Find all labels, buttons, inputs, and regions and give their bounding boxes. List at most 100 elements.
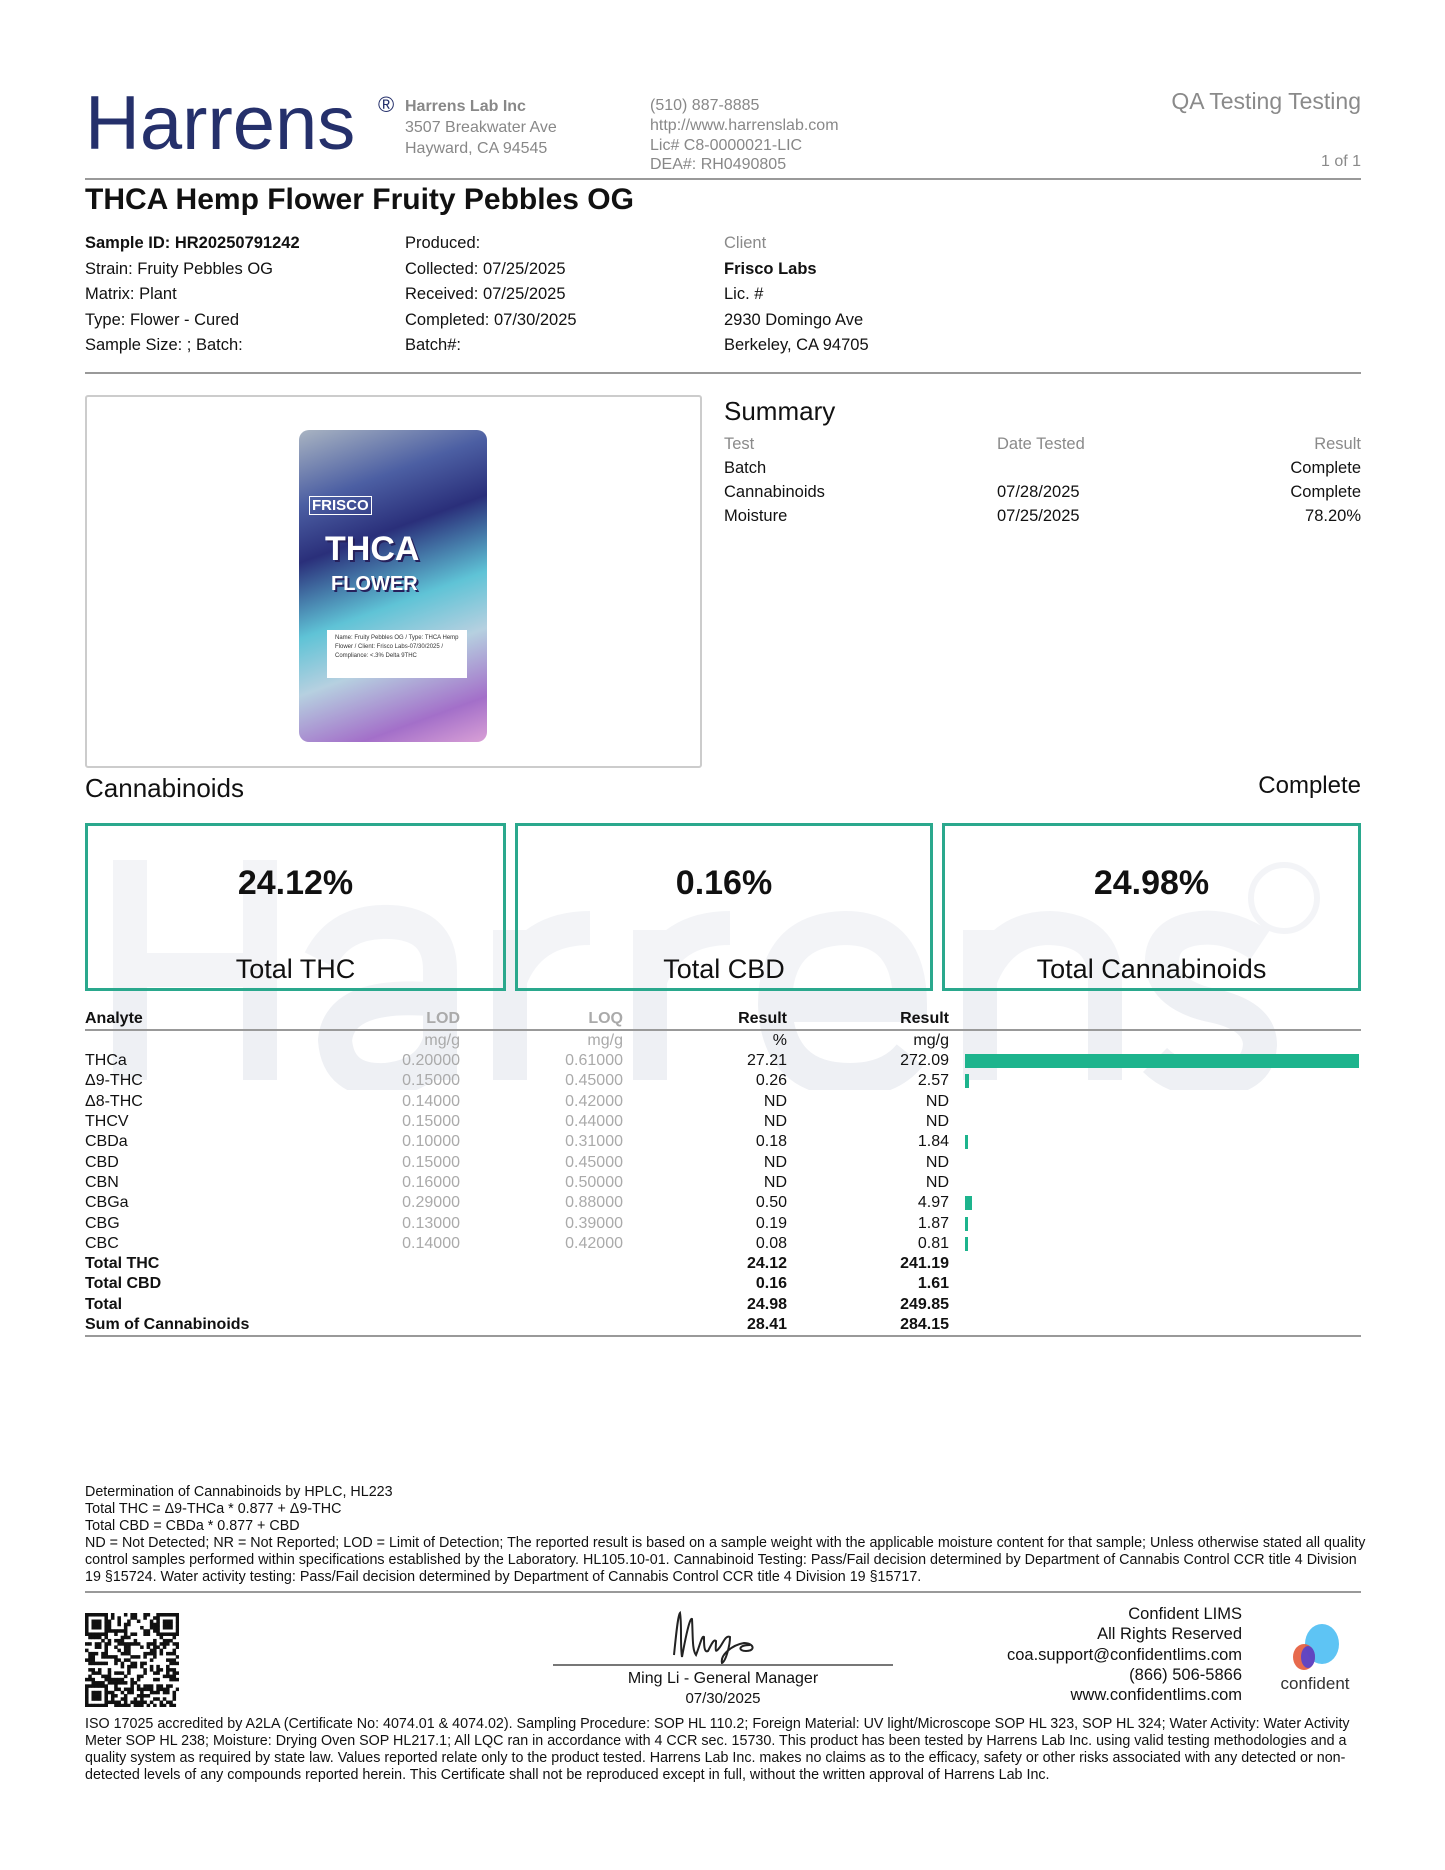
lod: 0.15000 [402,1153,460,1171]
lims-website[interactable]: www.confidentlims.com [1070,1686,1242,1705]
loq: 0.61000 [565,1052,623,1070]
loq: 0.42000 [565,1234,623,1252]
lod: 0.20000 [402,1052,460,1070]
lab-website[interactable]: http://www.harrenslab.com [650,117,839,134]
unit-lod: mg/g [424,1032,460,1049]
lab-dea: DEA#: RH0490805 [650,156,787,173]
summary-result: Complete [1290,483,1361,501]
bar-cell [949,1112,1361,1132]
bar-cell [949,1193,1361,1213]
client-address2: Berkeley, CA 94705 [724,336,869,354]
summary-title: Summary [724,396,836,426]
bar-cell [949,1092,1361,1112]
analyte: CBN [85,1173,119,1191]
lod: 0.13000 [402,1214,460,1232]
loq [460,1295,623,1315]
sample-info: Sample ID: HR20250791242 Strain: Fruity … [85,231,300,359]
card-label: Total CBD [663,954,785,984]
table-row: THCV 0.15000 0.44000 ND ND [85,1112,1361,1132]
bag-title: THCA [325,530,420,568]
table-row: Δ8-THC 0.14000 0.42000 ND ND [85,1092,1361,1112]
analyte: CBC [85,1234,119,1252]
accreditation-text: ISO 17025 accredited by A2LA (Certificat… [85,1716,1350,1783]
lod: 0.29000 [402,1194,460,1212]
bar-cell [949,1213,1361,1233]
lod: 0.14000 [402,1092,460,1110]
lims-email[interactable]: coa.support@confidentlims.com [1006,1645,1242,1664]
loq: 0.88000 [565,1194,623,1212]
result-mgg: ND [925,1173,949,1191]
summary-result: 78.20% [1305,507,1361,525]
summary-date: 07/25/2025 [997,507,1080,525]
total-thc-card: 24.12% Total THC [85,823,506,991]
analyte: Total THC [85,1255,160,1273]
note: ND = Not Detected; NR = Not Reported; LO… [85,1535,1366,1585]
result-mgg: ND [925,1092,949,1110]
bag-label: Name: Fruity Pebbles OG / Type: THCA Hem… [327,630,467,678]
lab-address1: 3507 Breakwater Ave [405,119,557,136]
client-address1: 2930 Domingo Ave [724,310,864,329]
analyte: CBD [85,1153,119,1171]
lab-phone: (510) 887-8885 [650,97,760,114]
confident-logo: confident [1275,1620,1355,1700]
lod: 0.14000 [402,1234,460,1252]
lab-name: Harrens Lab Inc [405,98,526,115]
card-label: Total THC [235,954,356,984]
unit-loq: mg/g [587,1032,623,1049]
lod [285,1314,460,1337]
result-pct: 0.19 [755,1214,787,1232]
loq [460,1254,623,1274]
result-pct: ND [763,1153,787,1171]
batch-number: Batch#: [405,336,461,354]
card-value: 24.12% [237,864,354,902]
product-bag-photo: FRISCO THCA FLOWER Name: Fruity Pebbles … [299,430,487,742]
summary-row: Batch Complete [724,456,1361,480]
unit-result-pct: % [772,1032,787,1049]
header-lod: LOD [285,1008,460,1031]
qr-code[interactable] [85,1613,179,1707]
summary-test: Test [724,435,755,453]
client-label: Client [724,234,767,252]
client-name: Frisco Labs [724,259,817,278]
lod [285,1274,460,1294]
result-pct: 28.41 [623,1314,787,1337]
lab-address: Harrens Lab Inc 3507 Breakwater Ave Hayw… [405,96,557,159]
result-mgg: 0.81 [917,1234,949,1252]
summary-result: Result [1314,435,1361,453]
client-info: Client Frisco Labs Lic. # 2930 Domingo A… [724,231,869,359]
header-result-mgg: Result [787,1008,949,1031]
bar-cell [949,1274,1361,1294]
table-header: Analyte LOD LOQ Result Result [85,1008,1361,1031]
page-number: 1 of 1 [1320,153,1361,170]
lod: 0.16000 [402,1173,460,1191]
table-row: CBG 0.13000 0.39000 0.19 1.87 [85,1213,1361,1233]
result-pct: 27.21 [746,1052,787,1070]
lab-address2: Hayward, CA 94545 [405,140,548,157]
produced: Produced: [405,234,481,252]
bar-cell [949,1234,1361,1254]
analyte: CBDa [85,1133,128,1151]
result-mgg: 4.97 [917,1194,949,1212]
unit-analyte [85,1030,285,1051]
total-cbd-card: 0.16% Total CBD [515,823,933,991]
loq: 0.44000 [565,1113,623,1131]
watermark-reg-mark [1248,862,1320,934]
cannabinoids-title: Cannabinoids [85,773,245,803]
summary-row: Cannabinoids 07/28/2025 Complete [724,480,1361,504]
confident-logo-text: confident [1280,1674,1350,1693]
table-row: Δ9-THC 0.15000 0.45000 0.26 2.57 [85,1071,1361,1091]
note: Total CBD = CBDa * 0.877 + CBD [85,1518,300,1534]
total-cannabinoids-card: 24.98% Total Cannabinoids [942,823,1361,991]
page-title: THCA Hemp Flower Fruity Pebbles OG [85,183,634,216]
header-analyte: Analyte [85,1008,285,1031]
result-bar [965,1196,973,1211]
client-lic: Lic. # [724,285,764,303]
lab-license: Lic# C8-0000021-LIC [650,137,803,154]
total-row: Total THC 24.12 241.19 [85,1254,1361,1274]
analyte: THCV [85,1113,129,1131]
sample-dates: Produced: Collected: 07/25/2025 Received… [405,231,577,359]
analyte: Δ9-THC [85,1072,143,1090]
table-row: CBGa 0.29000 0.88000 0.50 4.97 [85,1193,1361,1213]
analyte: THCa [85,1052,127,1070]
bar-cell [949,1173,1361,1193]
